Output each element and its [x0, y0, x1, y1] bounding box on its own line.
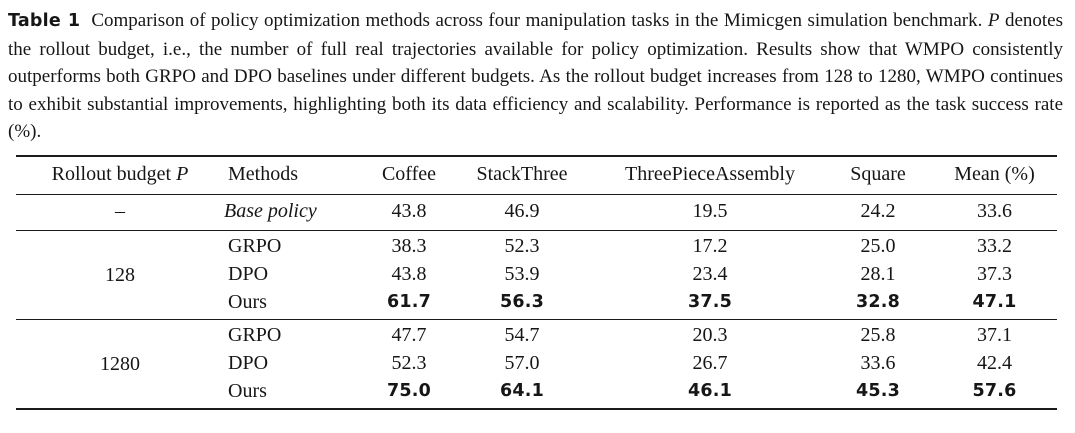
- method-cell-ours: Ours: [228, 290, 267, 313]
- value-cell: 20.3: [692, 323, 728, 346]
- value-cell-emphasized: 64.1: [500, 381, 544, 401]
- value-cell: 43.8: [391, 199, 427, 222]
- value-cell: 26.7: [692, 351, 728, 374]
- value-cell-emphasized: 45.3: [856, 381, 900, 401]
- value-cell: 25.8: [860, 323, 896, 346]
- header-rollout-budget: Rollout budget P: [16, 156, 224, 195]
- value-cell: 25.0: [860, 234, 896, 257]
- table-row-ours-1280: Ours 75.0 64.1 46.1 45.3 57.6: [16, 377, 1057, 409]
- value-cell: 37.3: [977, 262, 1012, 285]
- value-cell: 19.5: [692, 199, 728, 222]
- value-cell-emphasized: 32.8: [856, 292, 900, 312]
- value-cell: 23.4: [692, 262, 728, 285]
- paper-page: Table 1 Comparison of policy optimization…: [0, 7, 1075, 410]
- value-cell: 43.8: [391, 262, 427, 285]
- value-cell: 33.2: [977, 234, 1012, 257]
- budget-cell-128: 128: [105, 263, 135, 286]
- value-cell: 33.6: [860, 351, 896, 374]
- table-row-dpo-1280: DPO 52.3 57.0 26.7 33.6 42.4: [16, 349, 1057, 377]
- method-cell-ours: Ours: [228, 379, 267, 402]
- value-cell: 53.9: [504, 262, 540, 285]
- header-row: Rollout budget P Methods Coffee StackThr…: [16, 155, 1057, 195]
- budget-cell-none: –: [115, 199, 125, 222]
- method-cell-grpo: GRPO: [228, 234, 282, 257]
- budget-cell-1280: 1280: [100, 352, 140, 375]
- value-cell: 42.4: [977, 351, 1012, 374]
- method-cell-dpo: DPO: [228, 262, 269, 285]
- group-budget-128: 128 GRPO 38.3 52.3 17.2 25.0 33.2 DPO 43…: [16, 230, 1057, 319]
- value-cell: 57.0: [504, 351, 540, 374]
- table-row-grpo-128: 128 GRPO 38.3 52.3 17.2 25.0 33.2: [16, 230, 1057, 286]
- table-caption-label: Table 1: [8, 11, 81, 31]
- value-cell: 54.7: [504, 323, 540, 346]
- value-cell: 47.7: [391, 323, 427, 346]
- header-mean: Mean (%): [954, 162, 1035, 185]
- value-cell-emphasized: 47.1: [972, 292, 1017, 312]
- value-cell: 38.3: [391, 234, 427, 257]
- value-cell-emphasized: 61.7: [387, 292, 431, 312]
- value-cell-emphasized: 56.3: [500, 292, 544, 312]
- table-caption: Table 1 Comparison of policy optimization…: [8, 7, 1063, 146]
- value-cell: 52.3: [504, 234, 540, 257]
- value-cell-emphasized: 37.5: [688, 292, 732, 312]
- method-cell-grpo: GRPO: [228, 323, 282, 346]
- caption-math-p: P: [987, 10, 1000, 31]
- value-cell-emphasized: 57.6: [972, 381, 1017, 401]
- header-math-p: P: [176, 162, 189, 185]
- header-task-stackthree: StackThree: [476, 162, 568, 185]
- value-cell: 37.1: [977, 323, 1012, 346]
- value-cell-emphasized: 75.0: [387, 381, 431, 401]
- header-methods: Methods: [228, 162, 298, 185]
- header-task-threepieceassembly: ThreePieceAssembly: [625, 162, 795, 185]
- table-row-grpo-1280: 1280 GRPO 47.7 54.7 20.3 25.8 37.1: [16, 319, 1057, 375]
- table-row-ours-128: Ours 61.7 56.3 37.5 32.8 47.1: [16, 288, 1057, 319]
- header-task-square: Square: [850, 162, 906, 185]
- value-cell-emphasized: 46.1: [688, 381, 732, 401]
- caption-text-1: Comparison of policy optimization method…: [91, 10, 988, 31]
- value-cell: 24.2: [860, 199, 896, 222]
- method-cell-base-policy: Base policy: [224, 199, 317, 222]
- table-row-base-policy: – Base policy 43.8 46.9 19.5 24.2 33.6: [16, 194, 1057, 230]
- value-cell: 46.9: [504, 199, 540, 222]
- value-cell: 52.3: [391, 351, 427, 374]
- group-base-policy: – Base policy 43.8 46.9 19.5 24.2 33.6: [16, 194, 1057, 230]
- header-rollout-budget-text: Rollout budget: [51, 162, 177, 185]
- value-cell: 33.6: [977, 199, 1012, 222]
- header-task-coffee: Coffee: [381, 162, 437, 185]
- caption-text-2: denotes the rollout budget, i.e., the nu…: [8, 10, 1063, 142]
- method-cell-dpo: DPO: [228, 351, 269, 374]
- results-table: Rollout budget P Methods Coffee StackThr…: [16, 155, 1057, 410]
- table-header: Rollout budget P Methods Coffee StackThr…: [16, 155, 1057, 195]
- table-row-dpo-128: DPO 43.8 53.9 23.4 28.1 37.3: [16, 260, 1057, 288]
- value-cell: 28.1: [860, 262, 896, 285]
- value-cell: 17.2: [692, 234, 728, 257]
- group-budget-1280: 1280 GRPO 47.7 54.7 20.3 25.8 37.1 DPO 5…: [16, 319, 1057, 409]
